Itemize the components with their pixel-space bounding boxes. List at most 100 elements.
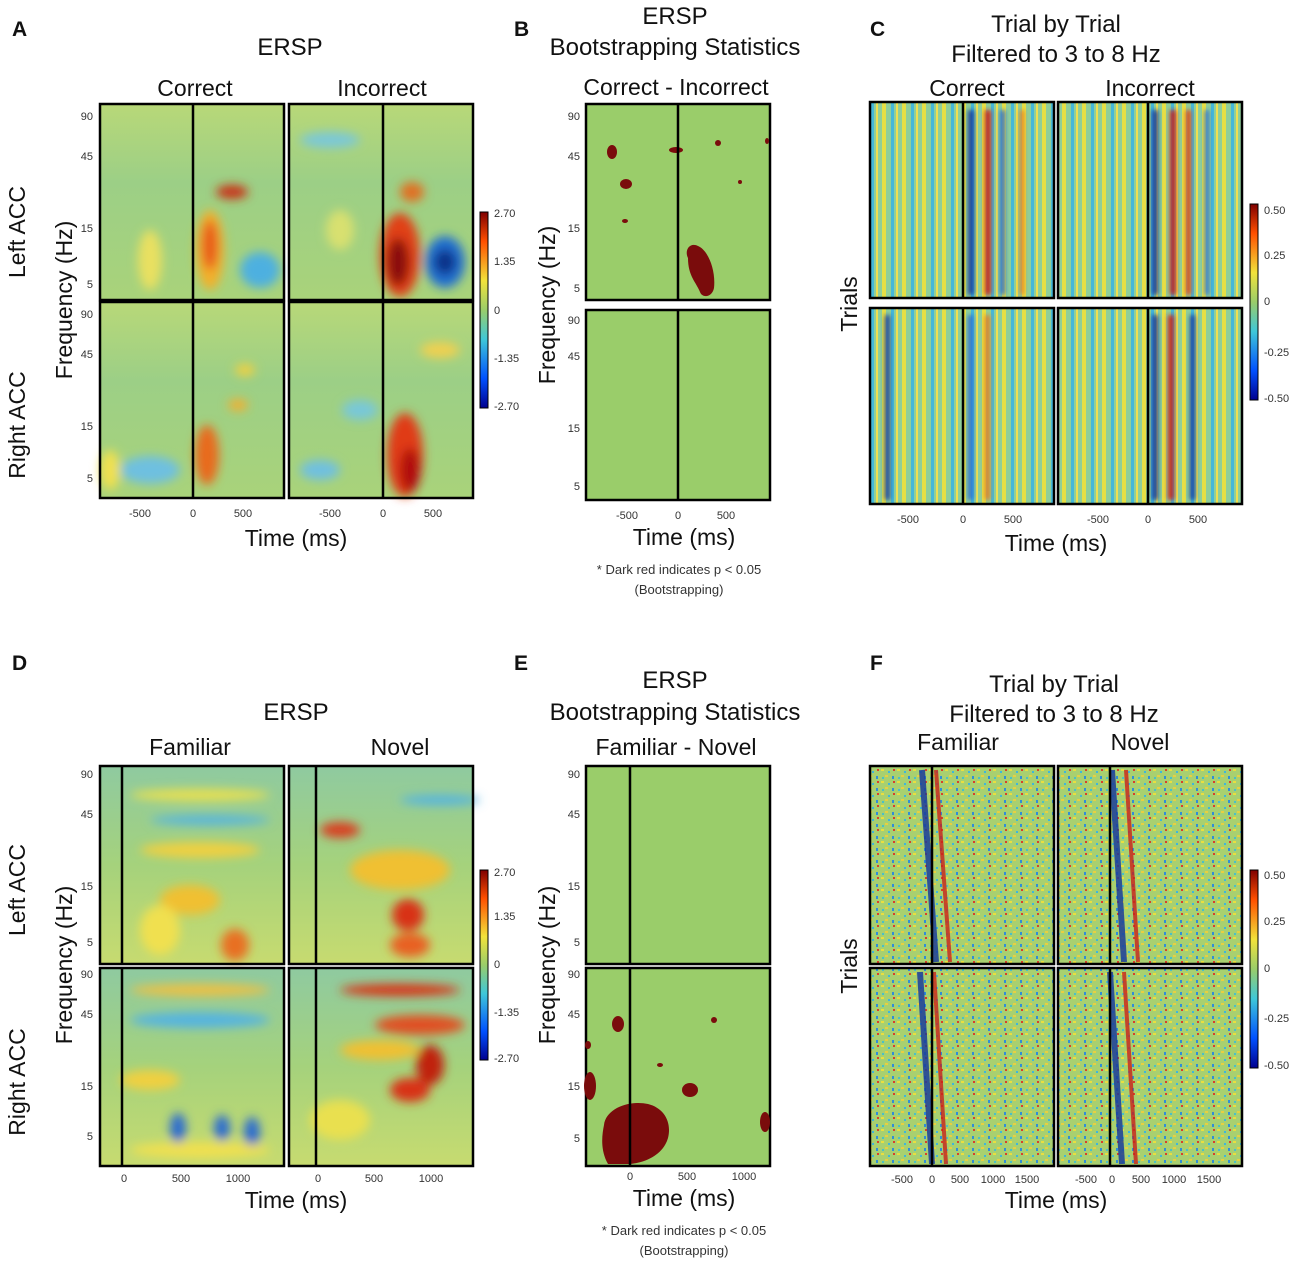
f-cbar-tick: -0.50: [1264, 1060, 1289, 1072]
e-ytick: 5: [574, 1133, 580, 1145]
panel-a-row-right-acc: Right ACC: [4, 371, 30, 478]
e-ytick: 45: [568, 1009, 580, 1021]
panel-a-heatmap-left-correct: [98, 102, 286, 302]
a-top-ytick-45: 45: [81, 151, 93, 163]
panel-letter-c: C: [870, 18, 885, 41]
d-ytick: 45: [81, 809, 93, 821]
panel-d-heatmap-right-novel: [287, 966, 475, 1168]
f-xtick: 1500: [1015, 1174, 1039, 1186]
panel-f-title-2: Filtered to 3 to 8 Hz: [949, 701, 1158, 728]
panel-e-note-2: (Bootstrapping): [640, 1243, 729, 1258]
panel-e-note-1: * Dark red indicates p < 0.05: [602, 1223, 766, 1238]
e-ytick: 15: [568, 1081, 580, 1093]
d-cbar-tick: 0: [494, 959, 500, 971]
panel-d-heatmap-left-novel: [287, 764, 480, 966]
panel-letter-d: D: [12, 652, 27, 675]
e-ytick: 90: [568, 769, 580, 781]
panel-e-contrast: Familiar - Novel: [595, 734, 756, 760]
d-cbar-tick: -2.70: [494, 1053, 519, 1065]
d-ytick: 15: [81, 1081, 93, 1093]
f-xtick: -500: [891, 1174, 913, 1186]
b-ytick: 45: [568, 351, 580, 363]
panel-f-trials-bottom-familiar: [868, 966, 1056, 1168]
panel-c-trials-bottom-incorrect: [1056, 306, 1244, 506]
panel-d-xlabel: Time (ms): [245, 1187, 348, 1213]
c-cbar-tick: 0.50: [1264, 205, 1285, 217]
b-xtick: 0: [675, 510, 681, 522]
panel-b-title-2: Bootstrapping Statistics: [550, 34, 801, 61]
f-cbar-tick: 0.50: [1264, 870, 1285, 882]
a-bot-ytick-5: 5: [87, 473, 93, 485]
a-top-ytick-90: 90: [81, 111, 93, 123]
d-ytick: 5: [87, 1131, 93, 1143]
b-xtick: -500: [616, 510, 638, 522]
c-cbar-tick: -0.25: [1264, 347, 1289, 359]
f-cbar-tick: -0.25: [1264, 1013, 1289, 1025]
d-ytick: 5: [87, 937, 93, 949]
panel-d-col-novel: Novel: [371, 734, 430, 760]
a-xtick: 500: [234, 508, 252, 520]
a-bot-ytick-90: 90: [81, 309, 93, 321]
a-xtick: 500: [424, 508, 442, 520]
a-bot-ytick-45: 45: [81, 349, 93, 361]
c-xtick: 500: [1004, 514, 1022, 526]
panel-b-ylabel: Frequency (Hz): [534, 226, 560, 384]
panel-f-col-familiar: Familiar: [917, 729, 999, 755]
panel-f-title-1: Trial by Trial: [989, 671, 1119, 698]
panel-e: E ERSP Bootstrapping Statistics Familiar…: [514, 652, 800, 1258]
panel-a-heatmap-right-correct: [98, 300, 286, 500]
panel-c-title-1: Trial by Trial: [991, 11, 1121, 38]
panel-b-note-1: * Dark red indicates p < 0.05: [597, 562, 761, 577]
c-xtick: 500: [1189, 514, 1207, 526]
panel-a-xlabel: Time (ms): [245, 525, 348, 551]
panel-b-xlabel: Time (ms): [633, 524, 736, 550]
a-cbar-tick: 0: [494, 305, 500, 317]
panel-b-stat-map-top: [584, 102, 772, 302]
f-xtick: 0: [1109, 1174, 1115, 1186]
panel-a-title: ERSP: [257, 34, 322, 61]
panel-a-heatmap-right-incorrect: [287, 300, 475, 500]
panel-c-xlabel: Time (ms): [1005, 530, 1108, 556]
panel-e-ylabel: Frequency (Hz): [534, 886, 560, 1044]
e-xtick: 0: [627, 1171, 633, 1183]
panel-f-trials-top-novel: [1056, 764, 1244, 966]
panel-a-row-left-acc: Left ACC: [4, 186, 30, 278]
e-ytick: 45: [568, 809, 580, 821]
e-ytick: 5: [574, 937, 580, 949]
d-xtick: 1000: [419, 1173, 443, 1185]
d-ytick: 45: [81, 1009, 93, 1021]
panel-f-col-novel: Novel: [1111, 729, 1170, 755]
a-bot-ytick-15: 15: [81, 421, 93, 433]
d-cbar-tick: 1.35: [494, 911, 515, 923]
panel-b-title-1: ERSP: [642, 3, 707, 30]
panel-d-heatmap-right-familiar: [98, 966, 286, 1168]
d-xtick: 500: [172, 1173, 190, 1185]
panel-a-col-incorrect: Incorrect: [337, 75, 427, 101]
panel-b-contrast: Correct - Incorrect: [583, 74, 769, 100]
b-xtick: 500: [717, 510, 735, 522]
panel-f-trials-bottom-novel: [1056, 966, 1244, 1168]
panel-f: F Trial by Trial Filtered to 3 to 8 Hz F…: [836, 652, 1289, 1213]
f-xtick: -500: [1075, 1174, 1097, 1186]
d-ytick: 15: [81, 881, 93, 893]
panel-a-col-correct: Correct: [157, 75, 233, 101]
panel-d-colorbar: 2.70 1.35 0 -1.35 -2.70: [479, 867, 519, 1065]
d-xtick: 0: [315, 1173, 321, 1185]
panel-a: A ERSP Correct Incorrect: [4, 18, 519, 551]
panel-e-stat-map-top: [584, 764, 772, 966]
panel-d-title: ERSP: [263, 699, 328, 726]
panel-c-col-incorrect: Incorrect: [1105, 75, 1195, 101]
panel-b-stat-map-bottom: [584, 308, 772, 502]
panel-d-row-right-acc: Right ACC: [4, 1028, 30, 1135]
f-cbar-tick: 0: [1264, 963, 1270, 975]
d-xtick: 1000: [226, 1173, 250, 1185]
panel-d-heatmap-left-familiar: [98, 764, 286, 966]
c-xtick: 0: [960, 514, 966, 526]
d-xtick: 0: [121, 1173, 127, 1185]
c-xtick: -500: [1087, 514, 1109, 526]
b-ytick: 90: [568, 111, 580, 123]
panel-letter-b: B: [514, 18, 529, 41]
panel-c-trials-top-correct: [868, 100, 1056, 300]
panel-b: B ERSP Bootstrapping Statistics Correct …: [514, 3, 800, 597]
